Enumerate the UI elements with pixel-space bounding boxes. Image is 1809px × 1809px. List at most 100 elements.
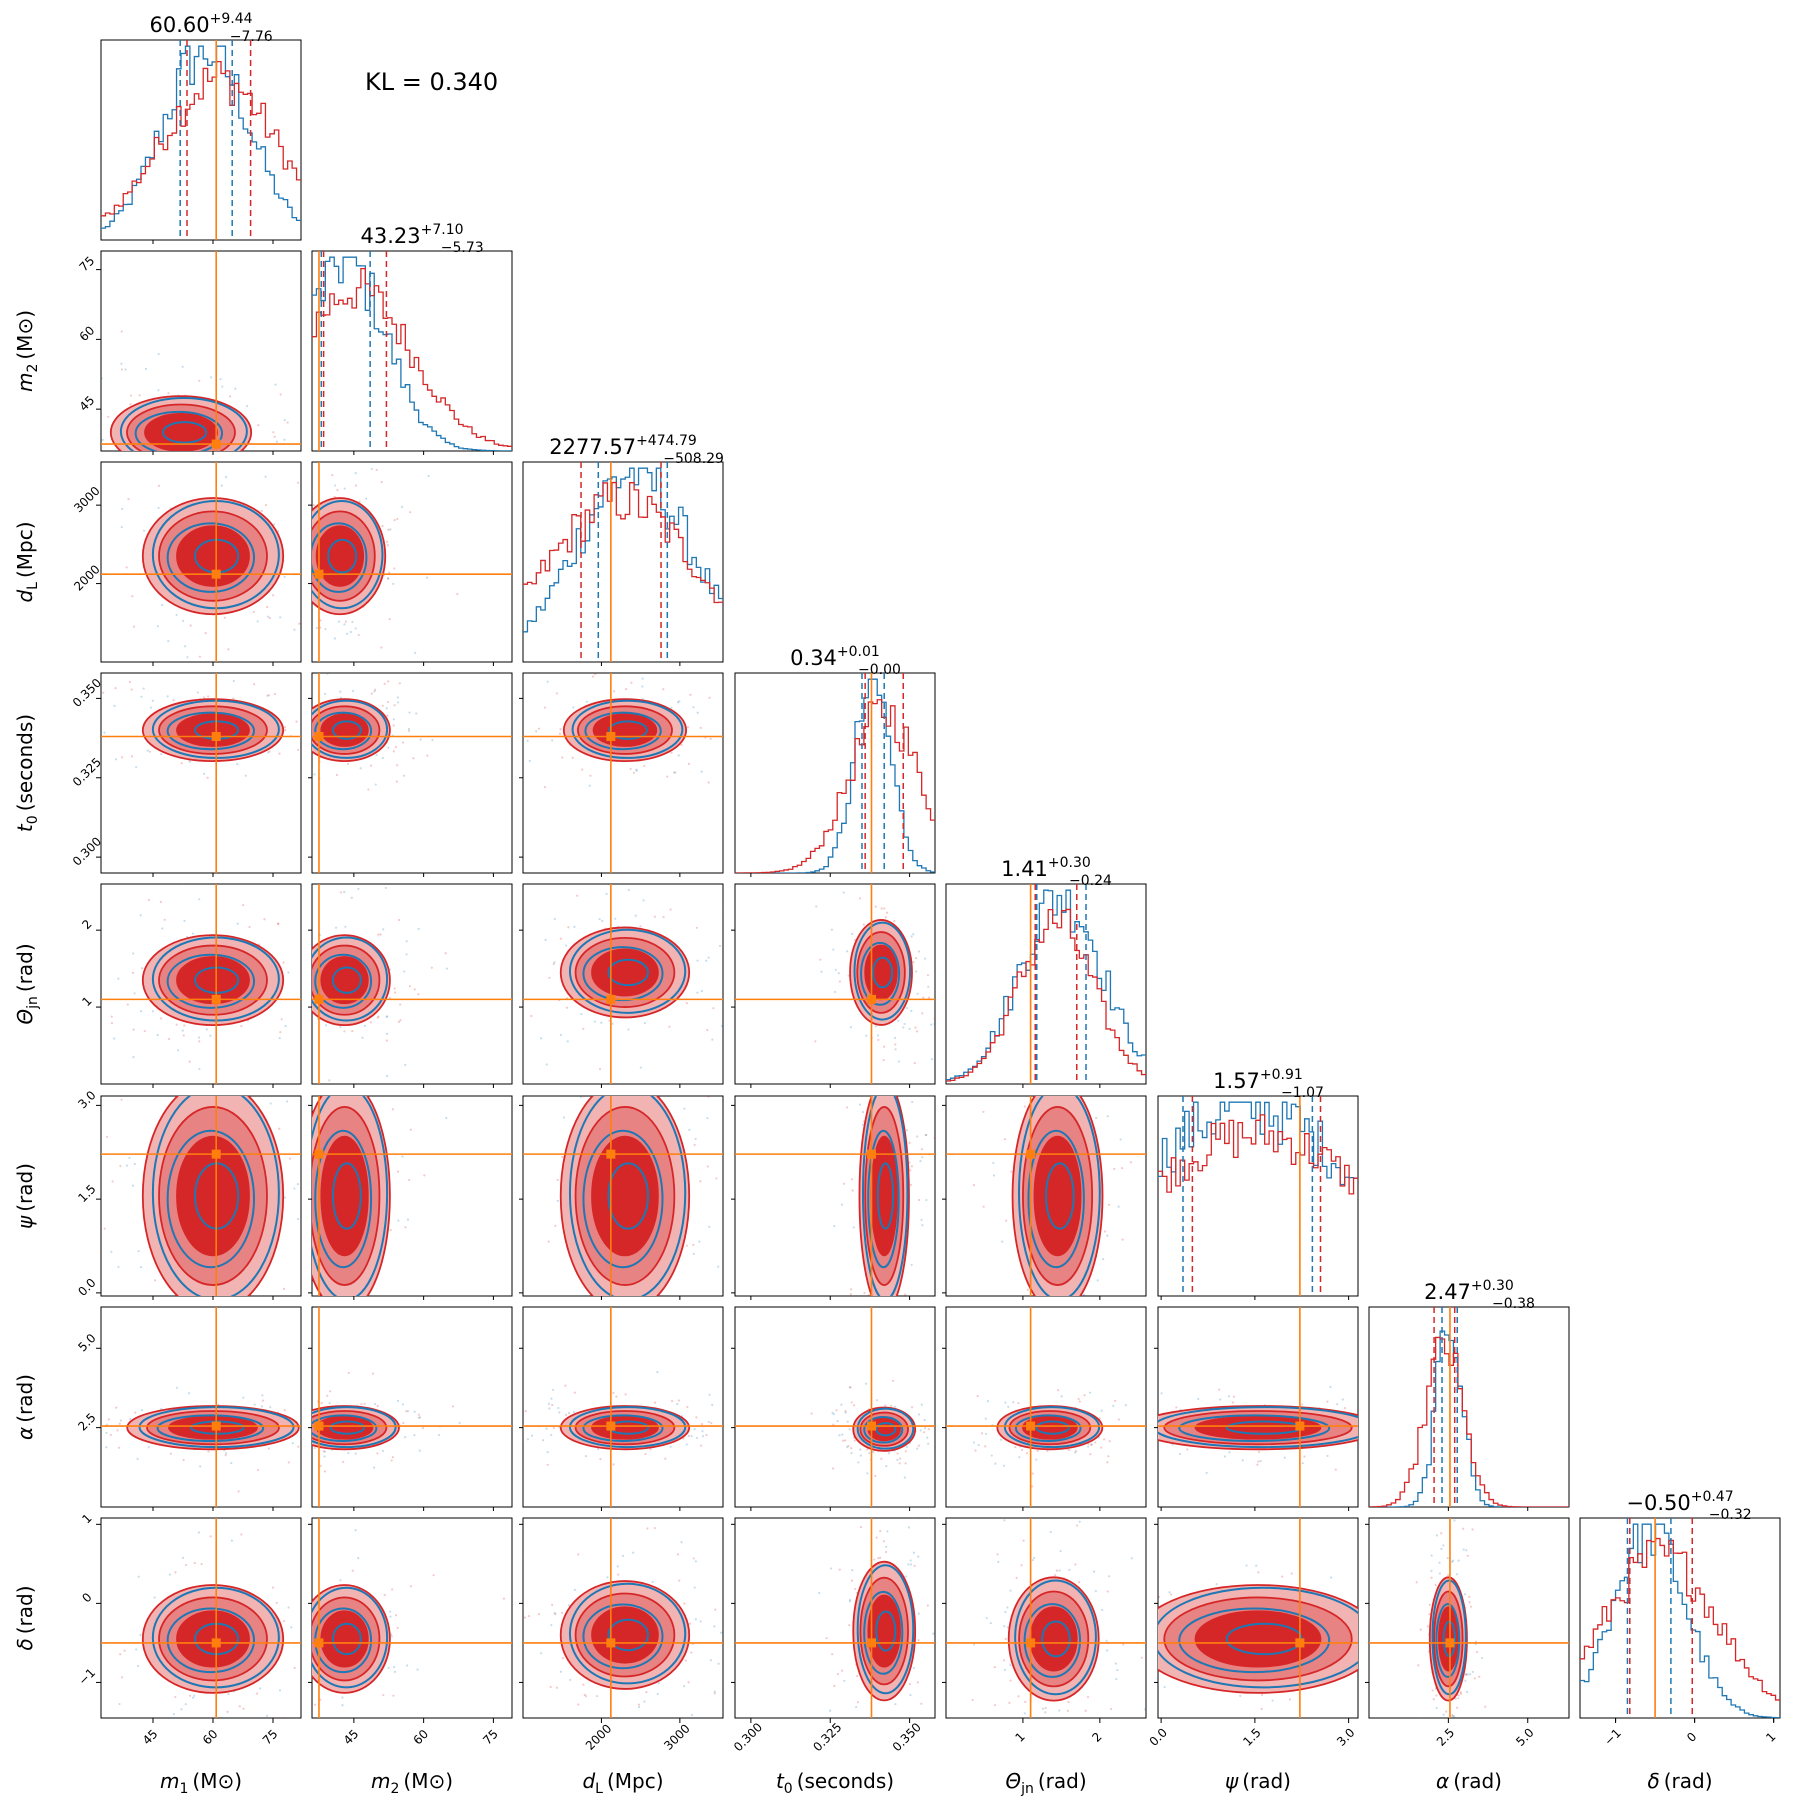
scatter-point: [264, 475, 267, 478]
scatter-point: [582, 1096, 585, 1098]
scatter-point: [1468, 1601, 1471, 1604]
scatter-point: [1068, 1568, 1071, 1571]
scatter-point: [1257, 1571, 1260, 1574]
scatter-point: [135, 1648, 138, 1651]
scatter-point: [851, 932, 854, 935]
scatter-point: [324, 1024, 328, 1027]
scatter-point: [301, 1175, 303, 1177]
scatter-point: [1010, 1170, 1013, 1173]
scatter-point: [1092, 1570, 1096, 1573]
scatter-point: [273, 692, 277, 696]
scatter-point: [1067, 1448, 1071, 1452]
scatter-point: [992, 1161, 995, 1165]
scatter-point: [339, 1579, 342, 1582]
scatter-point: [71, 1423, 73, 1425]
y-tick-label-dL: 2000: [71, 562, 102, 593]
scatter-point: [904, 1450, 907, 1453]
scatter-point: [1454, 1697, 1457, 1700]
scatter-point: [391, 1588, 394, 1591]
scatter-point: [157, 389, 160, 392]
scatter-point: [676, 1403, 679, 1406]
scatter-point: [653, 915, 656, 918]
scatter-point: [922, 996, 925, 999]
scatter-point: [425, 576, 429, 579]
scatter-point: [305, 713, 307, 715]
scatter-point: [289, 457, 291, 459]
scatter-point: [175, 1023, 178, 1026]
scatter-point: [1260, 1693, 1264, 1696]
scatter-point: [1435, 1706, 1438, 1710]
scatter-point: [561, 1657, 565, 1660]
scatter-point: [389, 1228, 392, 1232]
scatter-point: [375, 468, 378, 472]
scatter-point: [323, 1450, 327, 1453]
scatter-point: [403, 970, 406, 973]
scatter-point: [381, 524, 384, 528]
scatter-point: [1117, 1418, 1120, 1421]
contour-a-outer: [856, 1564, 915, 1695]
scatter-point: [1003, 1668, 1006, 1671]
scatter-point: [1119, 1138, 1122, 1141]
scatter-point: [120, 368, 124, 371]
hist-model-a-t0: [735, 678, 935, 873]
scatter-point: [718, 944, 722, 948]
scatter-point: [186, 656, 189, 659]
scatter-point: [66, 1464, 68, 1466]
scatter-point: [44, 735, 46, 737]
scatter-point: [518, 1588, 520, 1590]
scatter-point: [275, 1601, 278, 1604]
scatter-point: [78, 1657, 80, 1659]
scatter-point: [593, 1020, 597, 1023]
scatter-point: [328, 1093, 330, 1095]
scatter-point: [589, 774, 592, 777]
scatter-point: [393, 1665, 396, 1669]
scatter-point: [687, 1681, 690, 1684]
scatter-point: [117, 1446, 121, 1449]
scatter-point: [373, 690, 376, 693]
scatter-point: [1113, 1167, 1116, 1170]
scatter-point: [385, 1032, 389, 1035]
scatter-point: [184, 1703, 187, 1706]
scatter-point: [833, 1684, 836, 1688]
scatter-point: [625, 687, 628, 691]
scatter-point: [890, 1404, 893, 1407]
scatter-point: [921, 1156, 924, 1159]
scatter-point: [859, 1525, 863, 1529]
scatter-point: [408, 985, 411, 988]
scatter-point: [1271, 1699, 1274, 1702]
scatter-point: [914, 957, 918, 960]
diag-title-t0: 0.34+0.01: [790, 644, 880, 670]
scatter-point: [863, 1291, 866, 1295]
diag-frame-theta: [945, 883, 1147, 1085]
scatter-point: [613, 690, 616, 693]
scatter-point: [706, 1117, 709, 1120]
scatter-point: [385, 1039, 388, 1042]
contour-a-inner: [1035, 1420, 1070, 1435]
scatter-point: [582, 1027, 585, 1030]
scatter-point: [1124, 1404, 1127, 1407]
scatter-point: [898, 1462, 901, 1465]
scatter-point: [324, 627, 327, 631]
scatter-point: [278, 1036, 281, 1040]
scatter-point: [851, 1189, 854, 1192]
scatter-point: [361, 669, 363, 671]
scatter-point: [196, 691, 199, 694]
scatter-point: [170, 457, 172, 459]
scatter-point: [872, 1450, 875, 1454]
scatter-point: [103, 1227, 106, 1230]
contour-a-inner: [327, 538, 358, 574]
scatter-point: [1459, 1691, 1462, 1694]
scatter-point: [1081, 1091, 1083, 1093]
scatter-point: [130, 688, 133, 691]
scatter-point: [843, 1679, 846, 1682]
scatter-point: [1301, 1462, 1304, 1465]
scatter-point: [238, 1705, 241, 1708]
scatter-point: [670, 751, 673, 754]
scatter-point: [653, 1526, 656, 1530]
scatter-point: [1023, 1105, 1026, 1108]
scatter-point: [920, 1403, 923, 1406]
scatter-point: [309, 355, 311, 357]
scatter-point: [870, 1736, 872, 1738]
scatter-point: [199, 1465, 202, 1468]
scatter-point: [911, 1518, 914, 1519]
